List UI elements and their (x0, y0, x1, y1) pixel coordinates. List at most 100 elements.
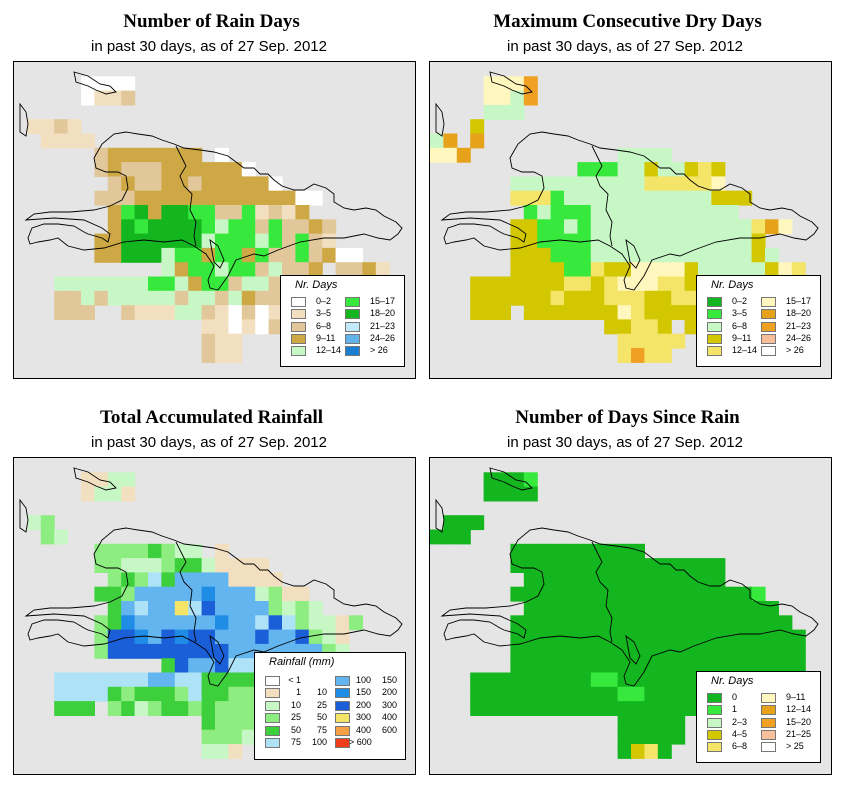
grid-cell (148, 176, 162, 192)
island-outline (209, 634, 225, 665)
grid-cell (308, 615, 323, 631)
grid-cell (657, 701, 672, 716)
grid-cell (268, 615, 283, 631)
grid-cell (148, 615, 162, 631)
grid-cell (523, 90, 538, 106)
grid-cell (148, 205, 162, 220)
grid-cell (631, 558, 645, 573)
grid-cell (657, 162, 672, 177)
grid-cell (778, 262, 793, 278)
grid-cell (94, 247, 109, 263)
grid-cell (27, 119, 42, 135)
grid-cell (738, 601, 753, 616)
grid-cell (550, 701, 565, 716)
grid-cell (497, 701, 511, 716)
grid-cell (617, 147, 632, 163)
grid-cell (161, 205, 176, 220)
grid-cell (671, 205, 686, 220)
grid-cell (201, 744, 216, 759)
grid-cell (54, 133, 69, 149)
grid-cell (698, 601, 712, 616)
grid-cell (81, 305, 95, 320)
grid-cell (228, 348, 243, 363)
grid-cell (523, 247, 538, 263)
grid-cell (308, 247, 323, 263)
grid-cell (765, 615, 779, 631)
grid-cell (161, 615, 176, 631)
grid-cell (631, 319, 645, 335)
grid-cell (631, 290, 645, 306)
grid-cell (724, 586, 739, 602)
grid-cell (40, 119, 55, 135)
grid-cell (738, 190, 753, 206)
grid-cell (631, 162, 645, 177)
grid-cell (295, 629, 310, 645)
panel-title: Number of Days Since Rain (515, 407, 740, 428)
grid-cell (671, 572, 686, 588)
grid-cell (148, 701, 162, 716)
grid-cell (215, 601, 229, 616)
grid-cell (228, 729, 243, 745)
grid-cell (94, 233, 109, 249)
grid-cell (550, 686, 565, 702)
island-outline (489, 467, 533, 491)
grid-cell (228, 290, 243, 306)
grid-cell (590, 205, 605, 220)
grid-cell (564, 586, 578, 602)
grid-cell (497, 672, 511, 688)
grid-cell (510, 290, 525, 306)
grid-cell (644, 205, 659, 220)
grid-cell (644, 147, 659, 163)
legend-label: 400 600 (355, 724, 397, 735)
grid-cell (698, 586, 712, 602)
grid-cell (188, 176, 203, 192)
grid-cell (765, 601, 779, 616)
legend-swatch (291, 309, 306, 320)
grid-cell (483, 290, 498, 306)
country-border (591, 541, 613, 643)
grid-cell (550, 543, 565, 559)
grid-cell (523, 658, 538, 674)
grid-cell (282, 601, 296, 616)
legend-swatch (345, 333, 360, 344)
grid-cell (174, 190, 189, 206)
grid-cell (241, 729, 256, 745)
grid-cell (134, 290, 149, 306)
grid-cell (188, 643, 203, 659)
grid-cell (134, 686, 149, 702)
grid-cell (577, 190, 592, 206)
grid-cell (617, 162, 632, 177)
grid-cell (510, 190, 525, 206)
grid-cell (121, 90, 136, 106)
grid-cell (134, 615, 149, 631)
grid-cell (215, 319, 229, 335)
grid-cell (470, 133, 485, 149)
grid-cell (738, 658, 753, 674)
grid-cell (148, 643, 162, 659)
legend-swatch (335, 676, 350, 686)
grid-cell (430, 133, 444, 149)
grid-cell (724, 233, 739, 249)
grid-cell (174, 615, 189, 631)
grid-cell (121, 643, 136, 659)
grid-cell (215, 615, 229, 631)
grid-cell (228, 333, 243, 349)
grid-cell (121, 615, 136, 631)
grid-cell (523, 643, 538, 659)
grid-cell (241, 686, 256, 702)
grid-cell (215, 686, 229, 702)
coastline (440, 527, 819, 687)
grid-cell (241, 701, 256, 716)
grid-cell (134, 147, 149, 163)
legend-label: > 600 (349, 737, 372, 747)
grid-cell (443, 133, 458, 149)
grid-cell (94, 290, 109, 306)
island-outline (73, 467, 117, 491)
grid-cell (684, 205, 699, 220)
grid-cell (631, 615, 645, 631)
grid-cell (282, 190, 296, 206)
grid-cell (148, 572, 162, 588)
legend-label: 1 (732, 704, 738, 715)
grid-cell (698, 247, 712, 263)
grid-cell (631, 586, 645, 602)
